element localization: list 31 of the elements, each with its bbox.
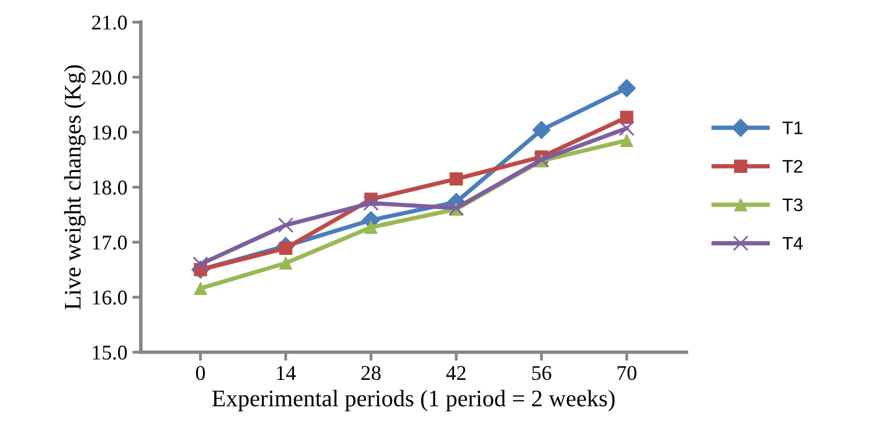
- point: [194, 282, 208, 295]
- y-tick-label: 21.0: [92, 16, 127, 30]
- x-tick-label: 56: [532, 366, 552, 380]
- x-tick-label: 28: [361, 366, 381, 380]
- point: [192, 256, 208, 272]
- y-tick-label: 16.0: [92, 290, 127, 305]
- point: [620, 134, 634, 148]
- legend-label: T1: [782, 122, 802, 134]
- x-tick-label: 14: [277, 366, 296, 380]
- x-axis-title: Experimental periods (1 period = 2 weeks): [212, 390, 615, 412]
- point: [532, 120, 551, 140]
- point: [450, 172, 463, 186]
- x-tick-label: 70: [618, 366, 636, 380]
- legend-label: T4: [782, 237, 803, 250]
- x-tick-label: 0: [196, 366, 205, 380]
- y-tick-label: 20.0: [92, 70, 127, 85]
- point: [363, 195, 379, 211]
- point: [364, 220, 378, 234]
- point: [279, 256, 292, 270]
- legend-label: T3: [782, 198, 802, 212]
- y-tick-label: 17.0: [92, 236, 127, 250]
- y-tick-label: 19.0: [92, 126, 127, 140]
- y-axis-title: Live weight changes (Kg): [64, 65, 86, 310]
- point: [278, 217, 294, 233]
- y-tick-label: 18.0: [92, 180, 127, 195]
- y-tick-label: 15.0: [92, 346, 127, 360]
- point: [620, 110, 634, 124]
- point: [618, 120, 635, 136]
- point: [618, 78, 636, 98]
- x-tick-label: 42: [446, 366, 466, 380]
- legend-label: T2: [782, 160, 802, 173]
